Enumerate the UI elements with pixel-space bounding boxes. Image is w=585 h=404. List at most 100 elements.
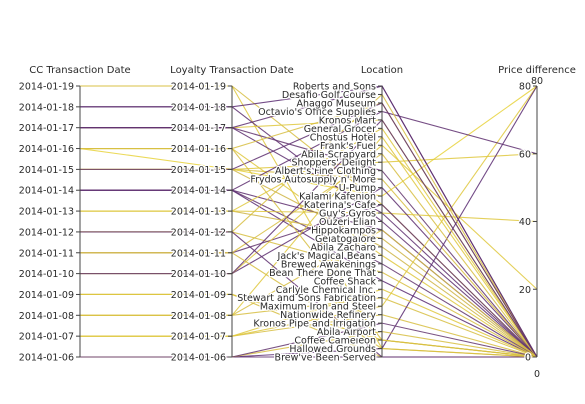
axis-3-tick-halo: Desafio Golf Course: [282, 90, 376, 101]
axis-3-tick-label: Katerina's Cafe: [304, 200, 376, 211]
axis-2-tick-halo: 2014-01-17: [171, 123, 226, 134]
axis-3-tick-label: Gelatogalore: [315, 234, 376, 245]
axis-2-tick-label: 2014-01-11: [171, 248, 226, 259]
axis-3-tick-label: Guy's Gyros: [319, 209, 376, 220]
axis-3-tick-label: Desafio Golf Course: [282, 90, 376, 101]
axis-1-tick-label: 2014-01-11: [19, 248, 74, 259]
axes: CC Transaction Date 2014-01-06 2014-01-06 2…: [17, 65, 576, 380]
axis-3-tick-halo: Albert's Fine Clothing: [275, 166, 376, 177]
axis-1-tick-label: 2014-01-15: [19, 165, 74, 176]
axis-3-tick-label: Jack's Magical Beans: [277, 251, 377, 262]
axis-3-tick-label: General Grocer: [304, 124, 376, 135]
axis-2-tick-halo: 2014-01-10: [171, 269, 226, 280]
axis-1-tick-halo: 2014-01-09: [19, 290, 74, 301]
axis-3-tick-halo: Abila Airport: [317, 327, 376, 338]
axis-1-tick-halo: 2014-01-07: [19, 332, 74, 343]
axis-3-tick-halo: Coffee Shack: [314, 276, 377, 287]
axis-2-tick-label: 2014-01-06: [171, 353, 226, 364]
record-line-33[interactable]: [80, 288, 538, 358]
axis-1-tick-label: 2014-01-13: [19, 207, 74, 218]
axis-3-tick-halo: Frank's Fuel: [320, 141, 376, 152]
axis-title-4[interactable]: Price difference: [498, 65, 576, 76]
record-line-45[interactable]: [80, 252, 538, 358]
axis-3-tick-label: Roberts and Sons: [293, 82, 376, 93]
axis-3-tick-label: Stewart and Sons Fabrication: [237, 293, 376, 304]
axis-2-tick-label: 2014-01-07: [171, 332, 226, 343]
axis-3-tick-halo: Kronos Pipe and Irrigation: [253, 319, 376, 330]
record-line-32[interactable]: [80, 322, 538, 358]
axis-1-tick-label: 2014-01-08: [19, 311, 74, 322]
axis-3-tick-label: Frank's Fuel: [320, 141, 376, 152]
axis-3-tick-label: Hippokampos: [311, 225, 376, 236]
record-line-44[interactable]: [80, 147, 538, 358]
axis-1-tick-halo: 2014-01-12: [19, 227, 74, 238]
axis-3-tick-label: Coffee Cameleon: [294, 336, 376, 347]
price-range-max: 80: [531, 76, 543, 87]
axis-1-tick-halo: 2014-01-19: [19, 82, 74, 93]
axis-3-tick-label: Chostus Hotel: [310, 132, 376, 143]
axis-2-tick-halo: 2014-01-11: [171, 248, 226, 259]
axis-2-tick-label: 2014-01-15: [171, 165, 226, 176]
axis-1-tick-label: 2014-01-16: [19, 144, 74, 155]
axis-2-tick-label: 2014-01-14: [171, 186, 226, 197]
axis-title-1[interactable]: CC Transaction Date: [29, 65, 130, 76]
axis-3-tick-halo: Carlyle Chemical Inc.: [276, 285, 376, 296]
axis-title-3[interactable]: Location: [361, 65, 403, 76]
axis-3-tick-halo: Kalami Kafenion: [299, 192, 376, 203]
axis-3-tick-halo: Abila Scrapyard: [301, 149, 376, 160]
axis-3-tick-label: U-Pump: [339, 183, 376, 194]
record-line-35[interactable]: [80, 110, 538, 191]
axis-3-tick-halo: Stewart and Sons Fabrication: [237, 293, 376, 304]
price-tick-label: 0: [525, 353, 531, 364]
axis-2-tick-halo: 2014-01-14: [171, 186, 226, 197]
axis-3-tick-label: Abila Airport: [317, 327, 376, 338]
price-tick-halo: 20: [519, 285, 531, 296]
axis-3-tick-halo: Abila Zacharo: [310, 242, 376, 253]
axis-1-tick-label: 2014-01-17: [19, 123, 74, 134]
axis-3-tick-label: Ouzeri Elian: [319, 217, 376, 228]
axis-1-tick-halo: 2014-01-11: [19, 248, 74, 259]
axis-3-tick-halo: Nationwide Refinery: [280, 310, 376, 321]
price-tick-halo: 0: [525, 353, 531, 364]
axis-3-tick-label: Bean There Done That: [269, 268, 376, 279]
record-line-42[interactable]: [80, 102, 538, 358]
axis-1-tick-halo: 2014-01-06: [19, 353, 74, 364]
axis-title-2[interactable]: Loyalty Transaction Date: [170, 65, 294, 76]
price-tick-label: 20: [519, 285, 531, 296]
axis-3-tick-label: Kalami Kafenion: [299, 192, 376, 203]
axis-1-tick-halo: 2014-01-16: [19, 144, 74, 155]
axis-1[interactable]: CC Transaction Date2014-01-062014-01-062…: [17, 65, 131, 365]
record-line-9[interactable]: [79, 85, 538, 197]
record-line-34[interactable]: [80, 127, 538, 358]
price-tick-halo: 80: [519, 82, 531, 93]
record-line-40[interactable]: [80, 229, 538, 358]
axis-1-tick-label: 2014-01-19: [19, 82, 74, 93]
axis-1-tick-halo: 2014-01-08: [19, 311, 74, 322]
axis-3-tick-halo: General Grocer: [304, 124, 376, 135]
axis-2-tick-label: 2014-01-17: [171, 123, 226, 134]
axis-3-tick-label: Ahaggo Museum: [296, 98, 376, 109]
axis-3-tick-label: Kronos Pipe and Irrigation: [253, 319, 376, 330]
axis-3-tick-label: Brew've Been Served: [275, 353, 376, 364]
axis-1-tick-halo: 2014-01-14: [19, 186, 74, 197]
price-tick-label: 60: [519, 149, 531, 160]
axis-3-tick-halo: Bean There Done That: [269, 268, 376, 279]
axis-1-tick-label: 2014-01-06: [19, 353, 74, 364]
axis-2[interactable]: Loyalty Transaction Date 2014-01-06 2014-0…: [169, 65, 294, 365]
price-tick-halo: 40: [519, 217, 531, 228]
axis-3-tick-label: Nationwide Refinery: [280, 310, 376, 321]
axis-1-tick-label: 2014-01-09: [19, 290, 74, 301]
axis-2-tick-halo: 2014-01-08: [171, 311, 226, 322]
axis-1-tick-halo: 2014-01-13: [19, 207, 74, 218]
axis-2-tick-halo: 2014-01-19: [171, 82, 226, 93]
axis-3-tick-label: Abila Zacharo: [310, 242, 376, 253]
record-line-38[interactable]: [80, 119, 538, 358]
axis-2-tick-halo: 2014-01-12: [171, 227, 226, 238]
record-line-4[interactable]: [80, 106, 538, 358]
axis-1-tick-halo: 2014-01-10: [19, 269, 74, 280]
record-line-41[interactable]: [80, 85, 538, 358]
record-line-43[interactable]: [80, 231, 537, 358]
